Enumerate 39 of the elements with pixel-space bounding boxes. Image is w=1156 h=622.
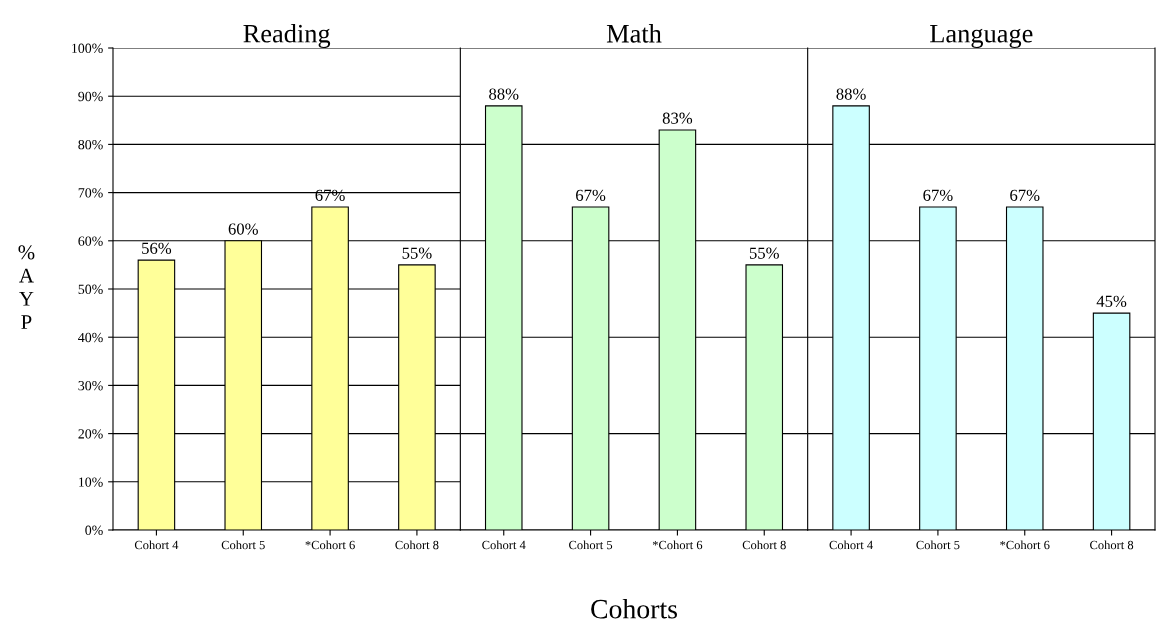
- x-tick-label: Cohort 5: [221, 540, 265, 550]
- y-tick-label: 60%: [78, 236, 103, 246]
- x-tick-label: Cohort 8: [742, 540, 786, 550]
- x-tick-label: Cohort 5: [569, 540, 613, 550]
- data-label: 67%: [923, 189, 953, 201]
- chart-title: Reading: [243, 23, 331, 48]
- data-label: 88%: [489, 88, 519, 100]
- y-tick-label: 70%: [78, 188, 103, 198]
- y-tick-label: 50%: [78, 284, 103, 294]
- data-label: 55%: [749, 247, 779, 259]
- y-tick-label: 30%: [78, 380, 103, 391]
- y-tick-label: 20%: [78, 429, 103, 439]
- x-axis-title: Cohorts: [591, 598, 677, 619]
- chart-title: Math: [606, 24, 662, 43]
- x-tick-label: Cohort 8: [395, 540, 439, 550]
- data-label: 67%: [576, 189, 606, 201]
- data-label: 45%: [1096, 295, 1127, 307]
- x-tick-label: Cohort 4: [134, 540, 179, 550]
- data-label: 67%: [1010, 189, 1040, 201]
- x-tick-label: *Cohort 6: [1000, 540, 1050, 550]
- data-label: 83%: [662, 112, 693, 124]
- x-tick-label: Cohort 8: [1090, 540, 1134, 550]
- x-tick-label: Cohort 4: [829, 540, 873, 550]
- data-label: 88%: [836, 88, 866, 100]
- x-tick-label: *Cohort 6: [652, 540, 703, 550]
- y-tick-label: 0%: [85, 525, 103, 535]
- x-tick-label: *Cohort 6: [305, 540, 355, 550]
- y-tick-label: 80%: [78, 139, 103, 150]
- chart-title: Language: [930, 25, 1033, 48]
- y-tick-label: 90%: [78, 91, 103, 102]
- data-label: 55%: [402, 247, 432, 259]
- data-label: 60%: [228, 223, 258, 235]
- x-tick-label: Cohort 5: [916, 540, 960, 550]
- y-tick-label: 40%: [78, 332, 103, 343]
- x-tick-label: Cohort 4: [482, 540, 526, 550]
- y-tick-label: 10%: [79, 477, 103, 487]
- y-axis-title: % A Y P: [18, 245, 35, 329]
- y-tick-label: 100%: [72, 43, 103, 53]
- data-label: 56%: [142, 242, 172, 254]
